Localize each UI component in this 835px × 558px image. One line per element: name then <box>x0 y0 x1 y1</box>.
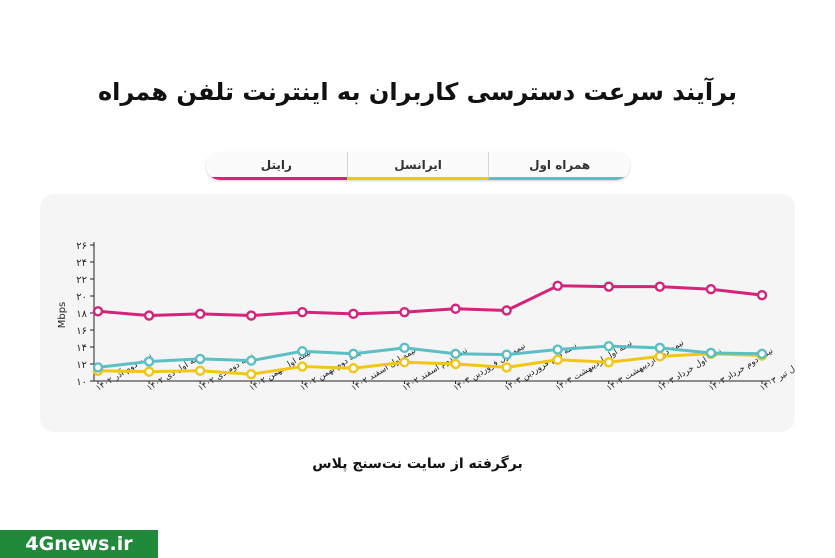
legend-item-hamrah-aval: همراه اول <box>488 152 630 180</box>
data-point <box>399 306 410 318</box>
data-point <box>654 351 666 362</box>
data-point <box>194 308 206 320</box>
legend-item-rightel: رایتل <box>206 152 347 180</box>
legend-item-irancell: ایرانسل <box>346 152 489 180</box>
data-point <box>603 281 614 292</box>
chart-title: برآیند سرعت دسترسی کاربران به اینترنت تل… <box>97 78 738 106</box>
data-point <box>501 349 512 360</box>
data-point <box>450 358 461 370</box>
data-point <box>705 283 717 295</box>
data-point <box>297 361 308 372</box>
y-tick-label: ۱۶ <box>76 326 87 337</box>
data-point <box>143 356 155 367</box>
data-point <box>143 366 155 377</box>
data-point <box>194 365 206 377</box>
data-point <box>92 362 104 373</box>
data-point <box>552 344 563 355</box>
series-line-0 <box>96 284 764 318</box>
data-point <box>246 368 257 380</box>
data-point <box>654 281 666 292</box>
data-point <box>143 310 155 321</box>
data-point <box>194 353 206 365</box>
data-point <box>705 347 717 359</box>
y-tick-label: ۲۶ <box>76 241 87 252</box>
series-line-1 <box>96 352 764 376</box>
data-point <box>297 346 308 357</box>
y-tick-label: ۱۴ <box>76 343 87 354</box>
source-caption: برگرفته از سایت نت‌سنج پلاس <box>312 456 523 472</box>
y-tick-label: ۱۰ <box>76 377 87 388</box>
data-point <box>552 280 563 292</box>
series-line-2 <box>96 344 764 369</box>
data-point <box>450 348 461 360</box>
data-point <box>399 342 410 354</box>
data-point <box>246 310 257 321</box>
data-point <box>399 357 410 368</box>
data-point <box>552 354 563 365</box>
data-point <box>246 355 257 366</box>
data-point <box>501 362 512 373</box>
watermark-logo: 4Gnews.ir <box>0 530 158 558</box>
y-tick-label: ۲۴ <box>76 258 87 269</box>
data-point <box>756 289 768 301</box>
y-tick-label: ۲۲ <box>76 275 87 286</box>
y-tick-label: ۱۲ <box>76 360 87 371</box>
data-point <box>348 363 359 374</box>
y-tick-label: ۱۸ <box>76 309 87 320</box>
chart-panel: ۱۰ ۱۲ ۱۴ ۱۶ ۱۸ ۲۰ ۲۲ ۲۴ ۲۶ Mbps نیمه دوم آذر ۱۴۰۲ ن… <box>40 194 795 432</box>
data-point <box>654 342 666 354</box>
data-point <box>348 348 359 360</box>
data-point <box>603 340 614 352</box>
data-point <box>603 357 614 368</box>
data-point <box>297 306 308 318</box>
data-point <box>348 308 359 320</box>
y-axis-label: Mbps <box>57 302 68 329</box>
data-point <box>92 306 104 317</box>
y-tick-label: ۲۰ <box>76 292 87 303</box>
legend: همراه اول ایرانسل رایتل <box>206 152 630 180</box>
data-point <box>756 348 768 360</box>
data-point <box>501 305 512 316</box>
data-point <box>450 303 461 314</box>
